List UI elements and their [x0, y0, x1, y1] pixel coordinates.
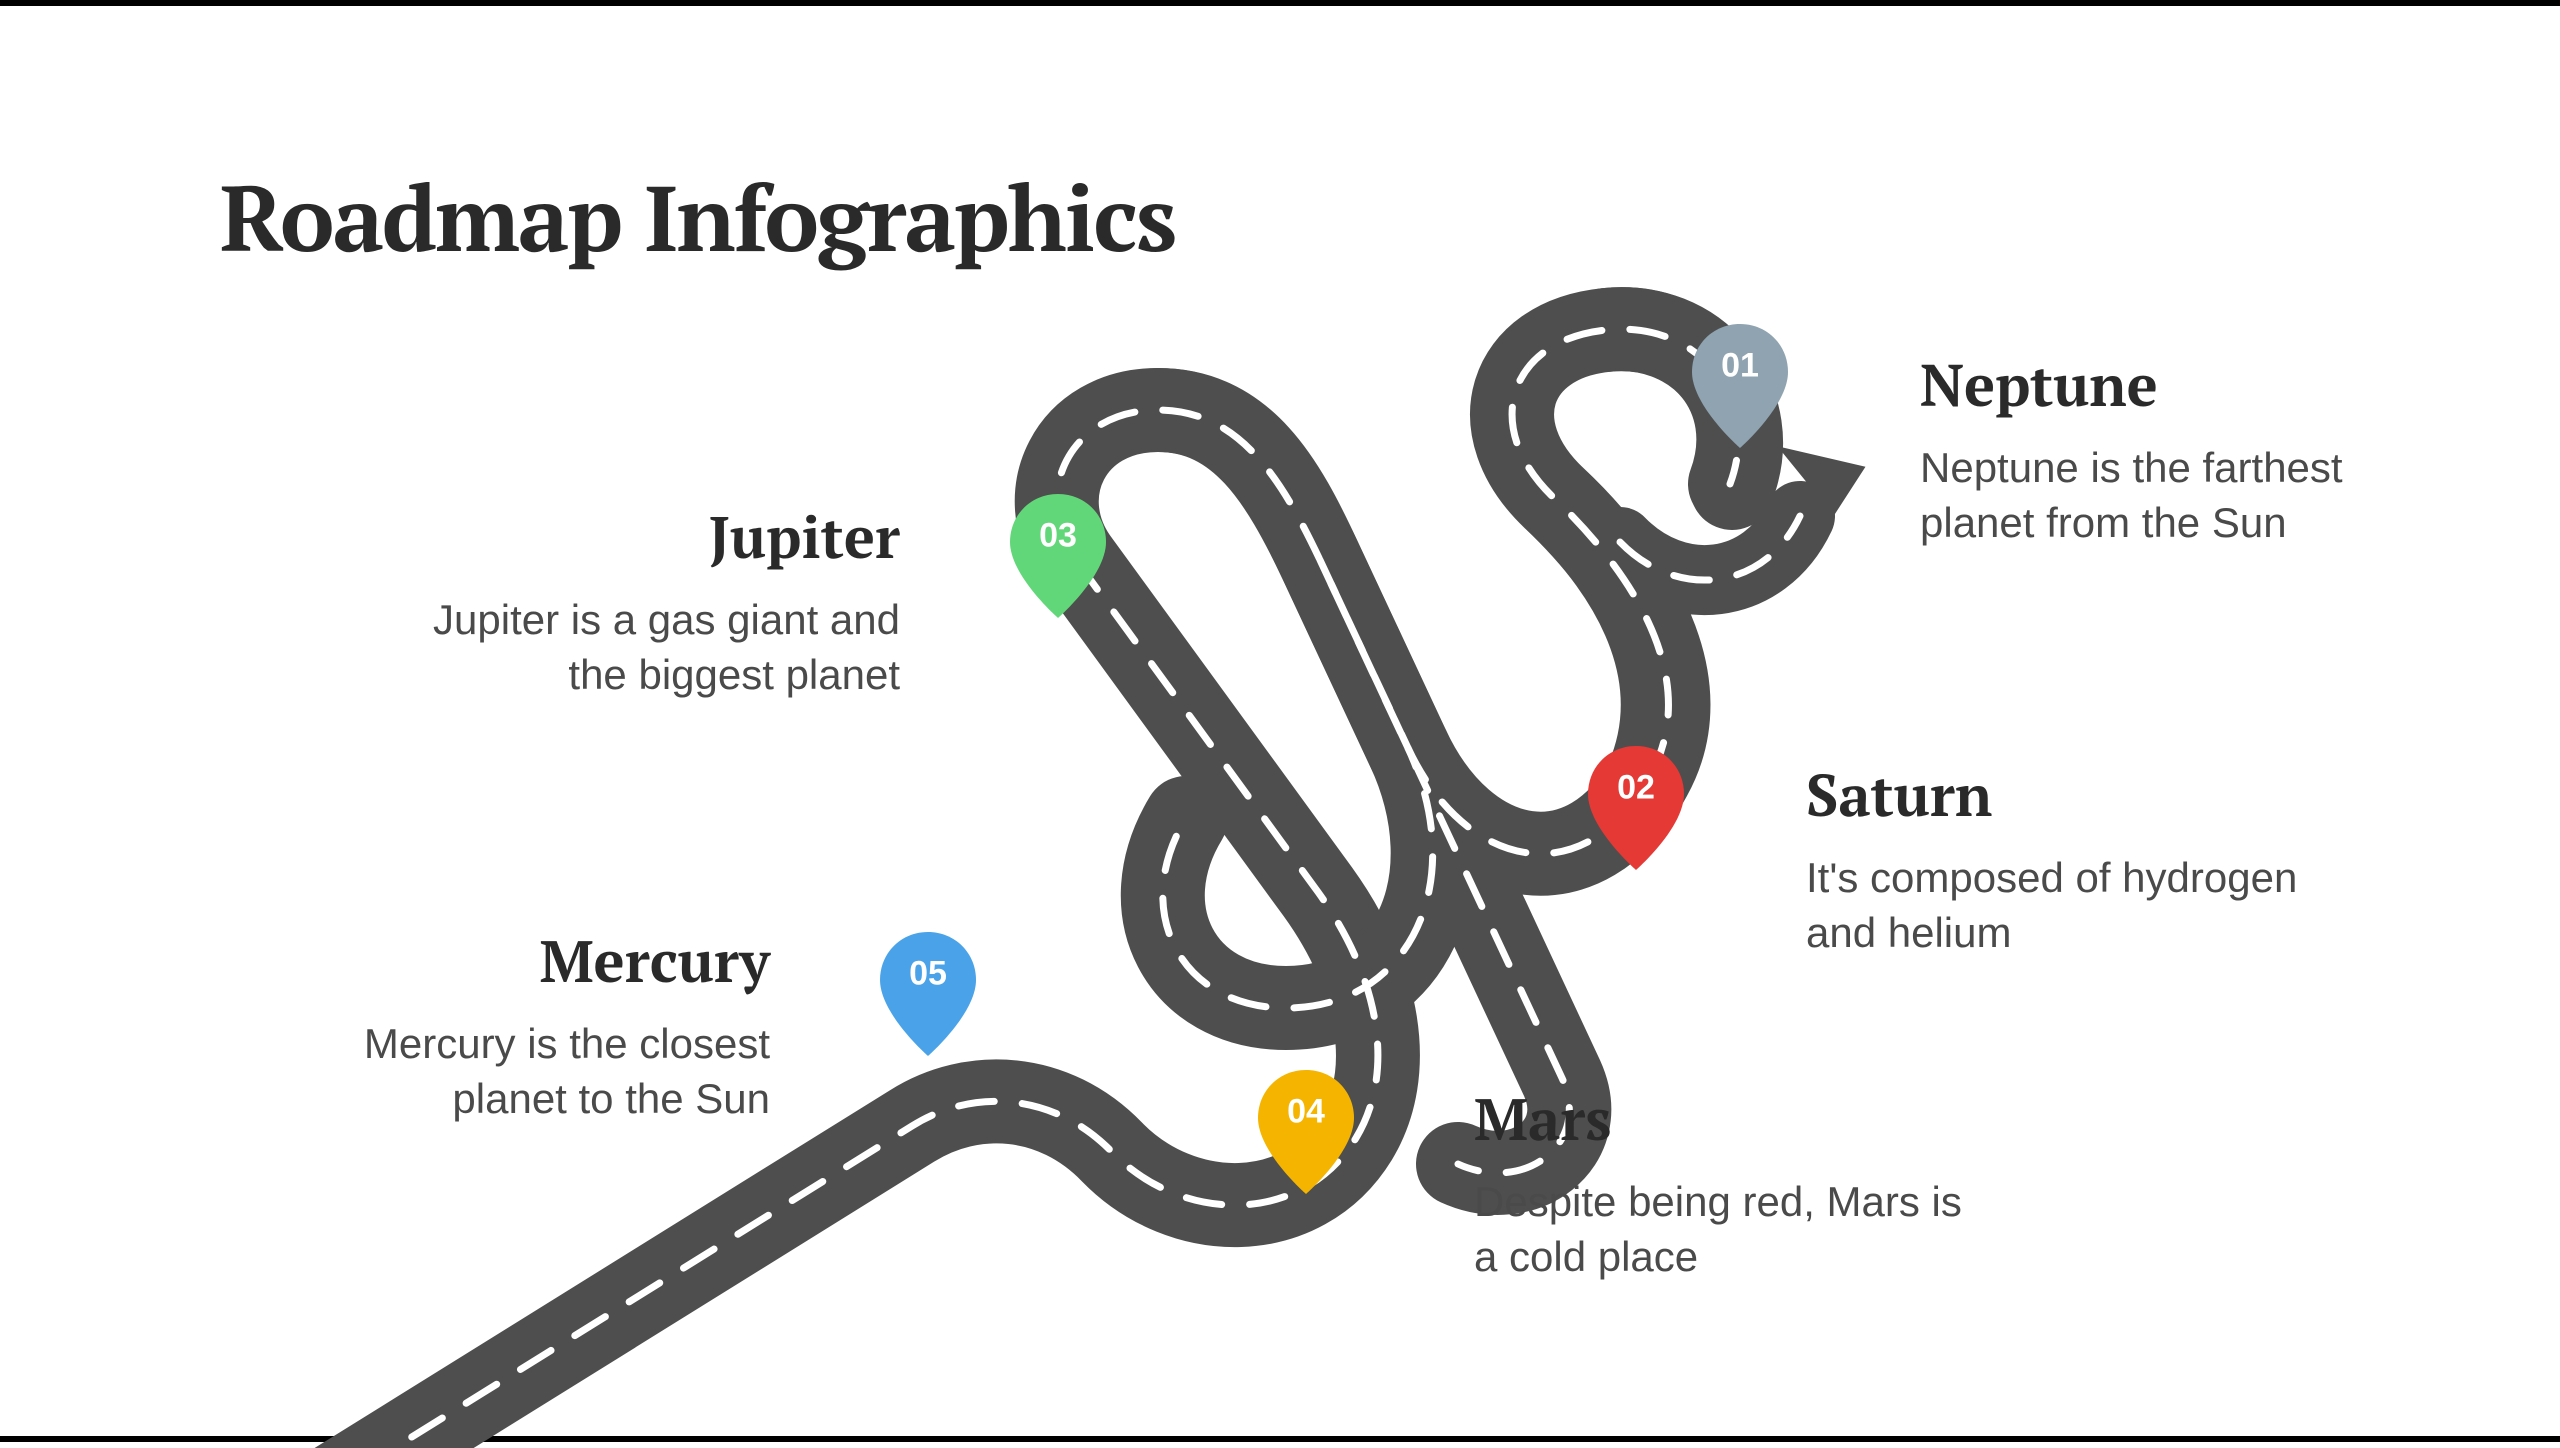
road-arrowhead	[1777, 419, 1885, 543]
pin-number: 04	[1287, 1093, 1325, 1132]
item-title: Mars	[1474, 1080, 1994, 1157]
item-desc: It's composed of hydrogen and helium	[1806, 851, 2326, 960]
item-neptune: Neptune Neptune is the farthest planet f…	[1920, 346, 2440, 550]
item-title: Saturn	[1806, 756, 2326, 833]
pin-number: 05	[909, 955, 947, 994]
map-pin-icon	[1588, 746, 1684, 870]
item-title: Neptune	[1920, 346, 2440, 423]
pin-01: 01	[1692, 324, 1788, 448]
pin-02: 02	[1588, 746, 1684, 870]
item-jupiter: Jupiter Jupiter is a gas giant and the b…	[400, 498, 900, 702]
map-pin-icon	[1692, 324, 1788, 448]
infographic-frame: Roadmap Infographics	[0, 0, 2560, 1442]
pin-number: 01	[1721, 347, 1759, 386]
map-pin-icon	[1010, 494, 1106, 618]
pin-number: 03	[1039, 517, 1077, 556]
pin-03: 03	[1010, 494, 1106, 618]
pin-04: 04	[1258, 1070, 1354, 1194]
item-title: Mercury	[270, 922, 770, 999]
item-title: Jupiter	[400, 498, 900, 575]
page-title: Roadmap Infographics	[220, 156, 1175, 278]
item-desc: Neptune is the farthest planet from the …	[1920, 441, 2440, 550]
map-pin-icon	[880, 932, 976, 1056]
pin-number: 02	[1617, 769, 1655, 808]
pin-05: 05	[880, 932, 976, 1056]
item-mars: Mars Despite being red, Mars is a cold p…	[1474, 1080, 1994, 1284]
item-desc: Mercury is the closest planet to the Sun	[270, 1017, 770, 1126]
item-desc: Despite being red, Mars is a cold place	[1474, 1175, 1994, 1284]
item-saturn: Saturn It's composed of hydrogen and hel…	[1806, 756, 2326, 960]
item-desc: Jupiter is a gas giant and the biggest p…	[400, 593, 900, 702]
map-pin-icon	[1258, 1070, 1354, 1194]
item-mercury: Mercury Mercury is the closest planet to…	[270, 922, 770, 1126]
